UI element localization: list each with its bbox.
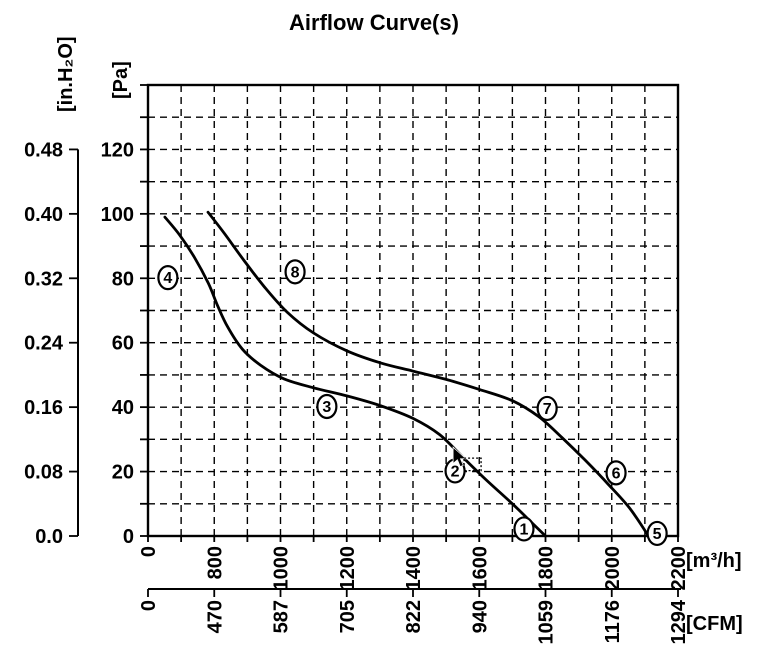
curve-markers: 1 2 3 4 5 6 7 8 [157,259,668,547]
mouse-cursor [452,446,482,472]
curve-marker-label-8: 8 [291,264,300,281]
curve-marker-label-3: 3 [322,399,331,416]
curve-marker-circle-8 [284,259,306,285]
inh2o-tick-label: 0.0 [35,526,63,548]
inh2o-tick-label: 0.16 [24,397,63,419]
pa-axis-unit-label: [Pa] [110,61,132,99]
axes-and-ticks [69,83,681,597]
chart-title: Airflow Curve(s) [289,10,459,35]
inh2o-tick-label: 0.48 [24,139,63,161]
curve-marker-label-5: 5 [653,526,662,543]
cfm-tick-label: 470 [204,600,226,633]
inh2o-tick-label: 0.24 [24,333,64,355]
cfm-tick-label: 705 [337,600,359,633]
fan-curves [163,210,650,538]
pa-tick-label: 100 [101,204,134,226]
curve-marker-circle-7 [536,395,558,422]
cfm-tick-label: 940 [469,600,491,633]
m3h-tick-label: 1000 [271,546,293,591]
pa-tick-label: 40 [112,397,134,419]
curve-marker-label-4: 4 [163,270,172,287]
m3h-axis-unit-label: [m³/h] [686,550,742,572]
inh2o-tick-label: 0.08 [24,462,63,484]
fan-curve-curve-8-7-6-5 [206,210,650,538]
inh2o-tick-label: 0.32 [24,268,63,290]
curve-marker-label-7: 7 [543,401,552,418]
cursor-arrow-icon [452,446,468,468]
pa-tick-label: 80 [112,268,134,290]
curve-marker-circle-4 [157,265,179,291]
m3h-tick-label: 1200 [337,546,359,591]
cfm-tick-label: 822 [403,600,425,633]
pa-tick-label: 60 [112,333,134,355]
m3h-tick-label: 800 [204,546,226,579]
cfm-tick-label: 587 [271,600,293,633]
drag-box-icon [463,457,482,472]
fan-curve-curve-4-3-2-1 [163,215,547,538]
m3h-tick-label: 1400 [403,546,425,591]
cfm-axis-unit-label: [CFM] [686,613,743,635]
curve-marker-label-1: 1 [520,521,529,538]
curve-marker-circle-5 [646,520,668,547]
curve-marker-circle-3 [316,393,338,420]
inh2o-tick-label: 0.40 [24,204,63,226]
curve-marker-circle-6 [605,460,627,486]
m3h-tick-label: 2000 [602,546,624,591]
cfm-tick-label: 1059 [536,600,558,645]
cfm-tick-label: 1176 [602,600,624,643]
cfm-tick-label: 0 [138,600,160,611]
m3h-tick-label: 1600 [469,546,491,591]
m3h-tick-label: 2200 [668,546,690,591]
pa-tick-label: 120 [101,139,134,161]
inh2o-axis-unit-label: [in.H₂O] [55,36,77,112]
plot-grid [148,85,678,536]
cfm-tick-label: 1294 [668,599,690,644]
pa-tick-label: 0 [123,526,134,548]
curve-marker-label-6: 6 [612,465,621,482]
tick-labels: 1201008060402000.480.400.320.240.160.080… [24,139,690,644]
m3h-tick-label: 0 [138,546,160,557]
curve-marker-label-2: 2 [451,463,460,480]
curve-marker-circle-1 [513,516,535,542]
m3h-tick-label: 1800 [536,546,558,591]
pa-tick-label: 20 [112,462,134,484]
